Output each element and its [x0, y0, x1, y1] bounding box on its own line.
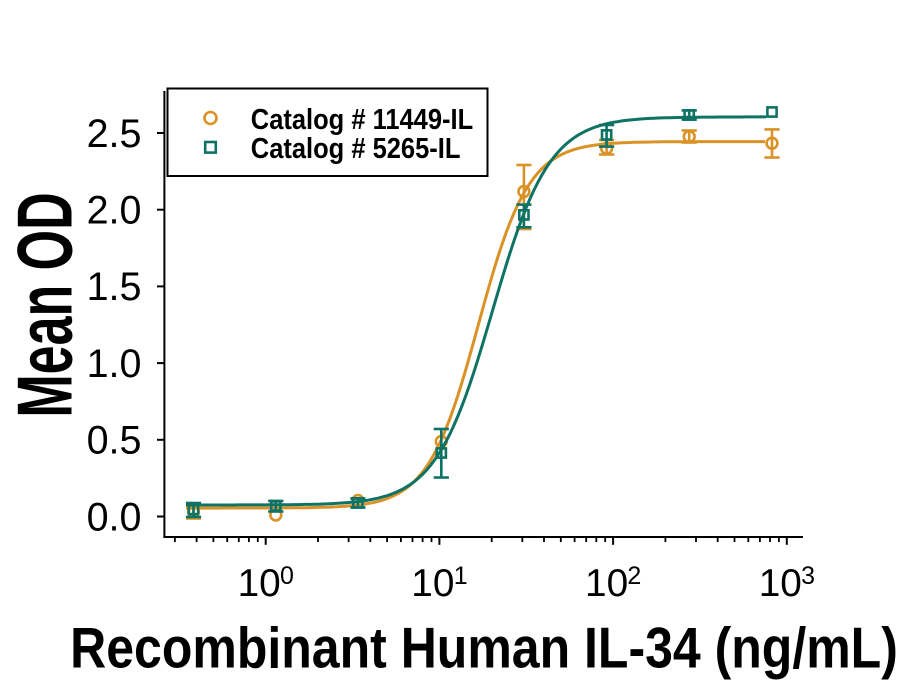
svg-text:10: 10	[238, 562, 281, 605]
svg-text:0: 0	[280, 562, 294, 590]
svg-text:2.0: 2.0	[87, 189, 142, 233]
svg-text:Catalog # 11449-IL: Catalog # 11449-IL	[251, 102, 473, 135]
svg-text:Mean OD: Mean OD	[2, 192, 89, 417]
svg-text:0.0: 0.0	[87, 495, 142, 539]
svg-text:10: 10	[759, 562, 802, 605]
svg-text:Recombinant Human IL-34 (ng/mL: Recombinant Human IL-34 (ng/mL)	[70, 616, 898, 680]
svg-text:2.5: 2.5	[87, 112, 142, 156]
svg-text:1: 1	[454, 562, 468, 590]
svg-text:10: 10	[411, 562, 454, 605]
svg-text:1.0: 1.0	[87, 342, 142, 386]
svg-text:10: 10	[585, 562, 628, 605]
svg-text:2: 2	[627, 562, 641, 590]
svg-text:3: 3	[801, 562, 815, 590]
svg-text:0.5: 0.5	[87, 419, 142, 463]
svg-text:Catalog # 5265-IL: Catalog # 5265-IL	[251, 132, 461, 165]
svg-text:1.5: 1.5	[87, 265, 142, 309]
